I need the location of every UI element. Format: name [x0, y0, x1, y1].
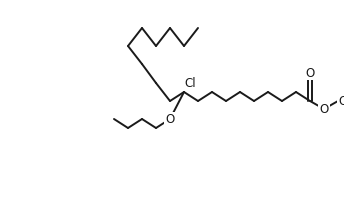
Text: OMe: OMe — [338, 95, 344, 108]
Text: Cl: Cl — [184, 77, 196, 90]
Text: O: O — [305, 67, 315, 80]
Text: O: O — [165, 113, 175, 126]
Text: O: O — [319, 103, 329, 116]
